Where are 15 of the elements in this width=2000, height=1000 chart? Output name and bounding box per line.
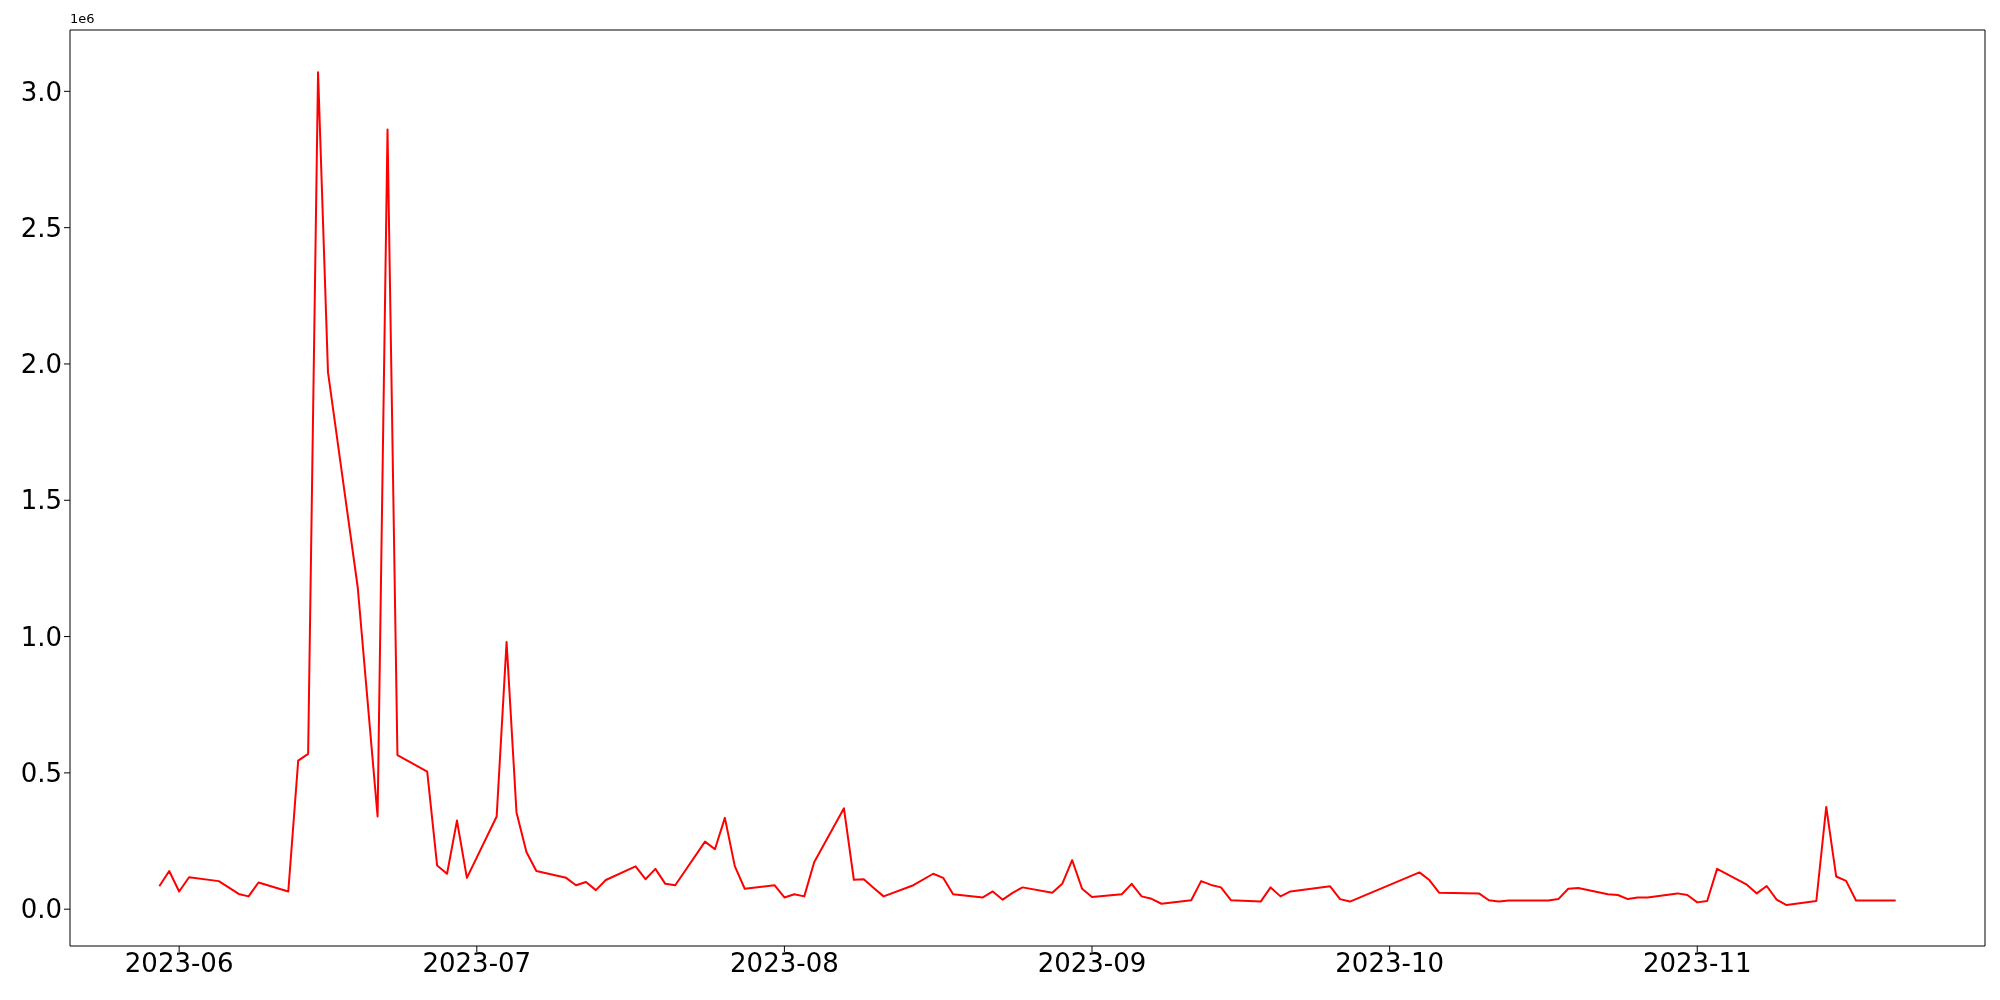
- y-tick-label: 0.0: [20, 894, 62, 925]
- y-tick-label: 1.5: [20, 485, 62, 516]
- x-tick-label: 2023-06: [124, 948, 234, 979]
- y-tick-label: 0.5: [20, 758, 62, 789]
- x-tick-label: 2023-08: [730, 948, 839, 979]
- y-tick-label: 1.0: [20, 621, 62, 652]
- text: 1e6: [70, 11, 95, 26]
- x-tick-label: 2023-10: [1335, 948, 1444, 979]
- x-tick-label: 2023-11: [1642, 948, 1752, 979]
- line-series: [158, 71, 1897, 907]
- y-tick-label: 3.0: [20, 76, 62, 107]
- y-tick-label: 2.0: [20, 349, 62, 380]
- y-tick-label: 2.5: [20, 212, 62, 243]
- x-tick-label: 2023-07: [422, 948, 532, 979]
- x-tick-label: 2023-09: [1037, 948, 1147, 979]
